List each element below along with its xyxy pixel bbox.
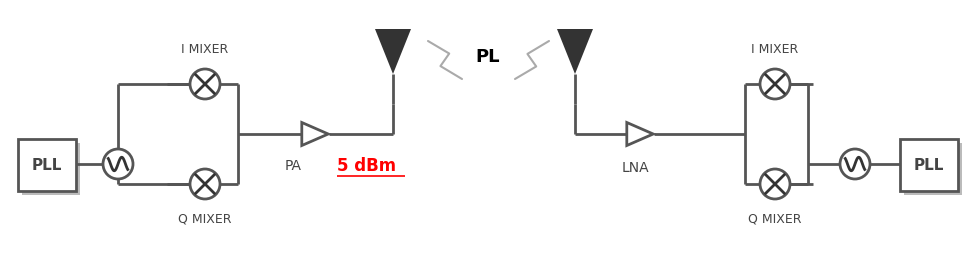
Circle shape <box>840 149 870 179</box>
Polygon shape <box>375 29 411 74</box>
Text: I MIXER: I MIXER <box>182 43 228 56</box>
Circle shape <box>190 69 220 99</box>
Text: LNA: LNA <box>621 161 649 175</box>
Text: PL: PL <box>475 48 501 66</box>
Circle shape <box>760 169 790 199</box>
Circle shape <box>190 169 220 199</box>
Text: PA: PA <box>284 159 302 173</box>
Text: PLL: PLL <box>914 158 944 172</box>
Polygon shape <box>557 29 593 74</box>
Bar <box>18 139 76 191</box>
Text: Q MIXER: Q MIXER <box>749 212 801 225</box>
Text: Q MIXER: Q MIXER <box>179 212 231 225</box>
Bar <box>904 143 962 195</box>
Circle shape <box>103 149 133 179</box>
Bar <box>22 143 80 195</box>
Text: 5 dBm: 5 dBm <box>337 157 396 175</box>
Circle shape <box>760 69 790 99</box>
Text: PLL: PLL <box>32 158 62 172</box>
Bar <box>900 139 958 191</box>
Text: I MIXER: I MIXER <box>752 43 798 56</box>
